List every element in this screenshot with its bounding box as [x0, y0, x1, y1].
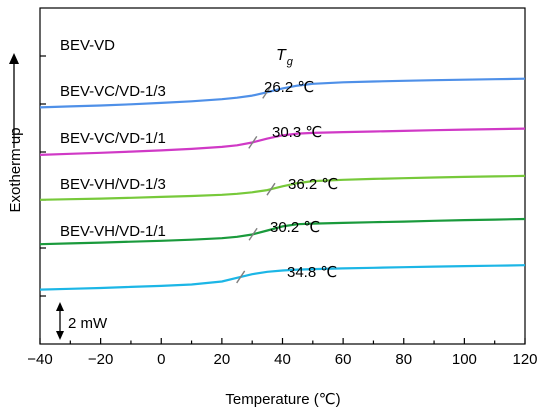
exotherm-arrow-icon — [9, 53, 19, 148]
tg-marker — [262, 85, 272, 99]
series-label: BEV-VC/VD-1/3 — [60, 83, 166, 100]
series-line — [39, 77, 526, 109]
tg-markers — [236, 85, 276, 284]
x-tick-label: 40 — [274, 351, 291, 368]
tg-value-label: 30.2 ℃ — [270, 219, 320, 236]
tg-marker — [248, 135, 258, 149]
arrow-head — [9, 53, 19, 64]
x-tick-label: 20 — [214, 351, 231, 368]
tg-marker — [248, 227, 258, 241]
x-axis-tick-labels: −40 −20 0 20 40 60 80 100 120 — [27, 351, 537, 368]
x-tick-label: 80 — [395, 351, 412, 368]
y-axis-label: Exotherm up — [7, 127, 24, 212]
x-tick-label: 60 — [335, 351, 352, 368]
tg-labels: 26.2 ℃ 30.3 ℃ 36.2 ℃ 30.2 ℃ 34.8 ℃ — [264, 79, 338, 281]
series-line — [39, 264, 526, 291]
y-axis-ticks — [40, 55, 46, 297]
scale-bar-head-top — [56, 302, 64, 311]
x-tick-label: 0 — [157, 351, 165, 368]
x-tick-label: −40 — [27, 351, 52, 368]
tg-marker — [266, 182, 276, 196]
tg-value-label: 36.2 ℃ — [288, 176, 338, 193]
series-line — [39, 217, 526, 246]
series-line — [39, 127, 526, 156]
series-label: BEV-VD — [60, 37, 115, 54]
series-labels: BEV-VD BEV-VC/VD-1/3 BEV-VC/VD-1/1 BEV-VH/V… — [60, 37, 166, 240]
series-line — [39, 174, 526, 201]
tg-header-sub: g — [287, 56, 294, 68]
x-axis-ticks — [39, 338, 526, 344]
tg-value-label: 34.8 ℃ — [287, 264, 337, 281]
tg-value-label: 30.3 ℃ — [272, 124, 322, 141]
x-tick-label: 120 — [512, 351, 537, 368]
x-tick-label: −20 — [88, 351, 113, 368]
series-lines — [39, 77, 526, 291]
x-tick-label: 100 — [452, 351, 477, 368]
y-axis-title: Exotherm up — [7, 127, 24, 212]
tg-value-label: 26.2 ℃ — [264, 79, 314, 96]
tg-header-main: T — [276, 47, 287, 64]
scale-bar — [56, 302, 64, 340]
tg-header: Tg — [276, 47, 294, 68]
tg-marker — [236, 270, 246, 284]
scale-bar-head-bottom — [56, 331, 64, 340]
series-label: BEV-VH/VD-1/1 — [60, 223, 166, 240]
scale-bar-label: 2 mW — [68, 315, 108, 332]
series-label: BEV-VC/VD-1/1 — [60, 130, 166, 147]
series-label: BEV-VH/VD-1/3 — [60, 176, 166, 193]
x-axis-label: Temperature (℃) — [225, 391, 340, 408]
